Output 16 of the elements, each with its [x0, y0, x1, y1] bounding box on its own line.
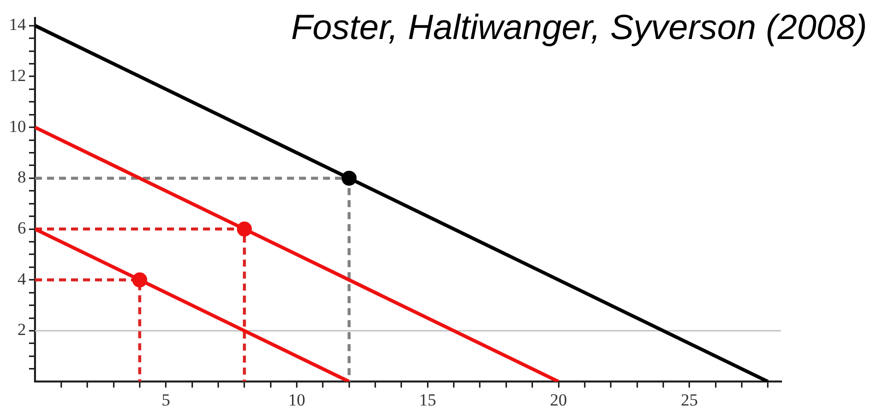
y-tick-label: 10 — [9, 116, 26, 136]
y-tick-label: 14 — [9, 15, 26, 34]
annotation: Foster, Haltiwanger, Syverson (2008) — [291, 8, 867, 48]
y-tick-label: 8 — [18, 168, 26, 187]
point — [342, 170, 357, 186]
y-tick-label: 12 — [9, 66, 26, 85]
x-tick-label: 5 — [162, 390, 170, 410]
x-tick-label: 10 — [288, 390, 306, 410]
y-tick-label: 4 — [18, 269, 26, 288]
x-tick-label: 15 — [419, 390, 436, 410]
y-tick-label: 2 — [18, 320, 26, 340]
point — [132, 272, 148, 288]
x-tick-label: 25 — [680, 390, 698, 410]
x-tick-label: 20 — [550, 390, 568, 410]
point — [236, 222, 252, 237]
y-tick-label: 6 — [18, 218, 26, 238]
